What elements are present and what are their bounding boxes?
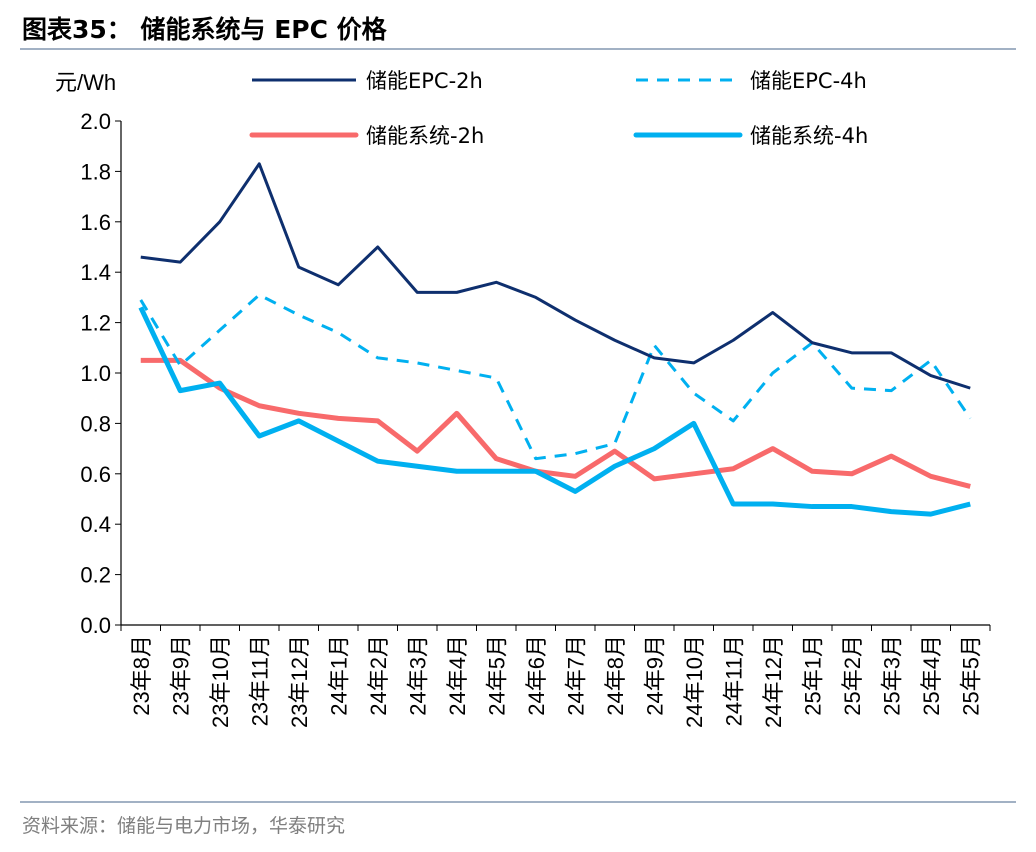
y-tick-label: 1.0	[80, 361, 111, 386]
y-tick-label: 1.2	[80, 311, 111, 336]
x-tick-label: 23年9月	[168, 635, 193, 716]
y-tick-label: 1.4	[80, 260, 111, 285]
x-tick-label: 24年2月	[366, 635, 391, 716]
y-tick-label: 1.8	[80, 159, 111, 184]
series-line-2	[140, 357, 971, 489]
legend-label-1: 储能EPC-4h	[750, 69, 867, 93]
x-tick-label: 24年12月	[761, 635, 786, 728]
series-line-1	[139, 293, 972, 461]
x-tick-label: 24年8月	[603, 635, 628, 716]
chart-title: 图表35： 储能系统与 EPC 价格	[22, 15, 388, 44]
x-tick-label: 23年11月	[247, 635, 272, 726]
x-tick-label: 23年12月	[287, 635, 312, 728]
y-tick-label: 0.6	[80, 462, 111, 487]
legend-label-2: 储能系统-2h	[366, 124, 484, 148]
y-tick-label: 2.0	[80, 109, 111, 134]
y-axis-label: 元/Wh	[55, 70, 116, 95]
x-tick-label: 24年7月	[563, 635, 588, 716]
x-tick-label: 24年10月	[682, 635, 707, 728]
source-note: 资料来源：储能与电力市场，华泰研究	[22, 815, 345, 837]
y-tick-label: 1.6	[80, 210, 111, 235]
x-tick-label: 25年3月	[879, 635, 904, 716]
series-line-3	[138, 306, 971, 517]
series-line-0	[140, 162, 971, 390]
x-tick-label: 24年1月	[326, 635, 351, 716]
y-tick-label: 0.2	[80, 563, 111, 588]
x-tick-label: 25年4月	[919, 635, 944, 716]
x-tick-label: 24年6月	[524, 635, 549, 716]
x-tick-label: 24年11月	[721, 635, 746, 726]
y-tick-label: 0.0	[80, 613, 111, 638]
x-tick-label: 23年8月	[129, 635, 154, 716]
x-tick-label: 25年1月	[800, 635, 825, 716]
x-tick-label: 23年10月	[208, 635, 233, 728]
legend-label-0: 储能EPC-2h	[366, 69, 483, 93]
legend-label-3: 储能系统-4h	[750, 124, 868, 148]
x-tick-label: 24年4月	[445, 635, 470, 716]
x-tick-label: 24年9月	[642, 635, 667, 716]
x-tick-label: 25年5月	[958, 635, 983, 716]
x-tick-label: 25年2月	[840, 635, 865, 716]
x-tick-label: 24年5月	[484, 635, 509, 716]
y-tick-label: 0.8	[80, 411, 111, 436]
x-tick-label: 24年3月	[405, 635, 430, 716]
y-tick-label: 0.4	[80, 512, 111, 537]
